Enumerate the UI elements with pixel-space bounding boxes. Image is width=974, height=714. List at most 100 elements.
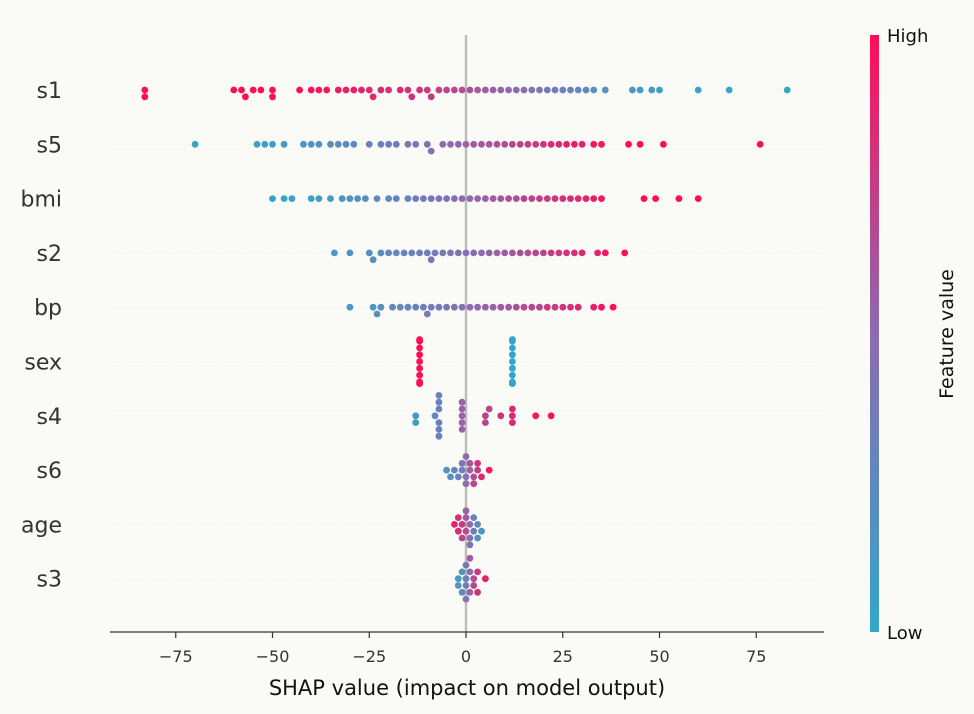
- shap-point-bmi: [590, 195, 598, 203]
- shap-point-s5: [547, 140, 555, 148]
- shap-point-s5: [578, 140, 586, 148]
- shap-point-bmi: [443, 195, 450, 203]
- shap-point-s1: [249, 86, 257, 94]
- shap-point-sex: [509, 351, 516, 359]
- shap-point-bmi: [551, 195, 559, 203]
- shap-point-bmi: [598, 195, 605, 203]
- shap-point-s6: [478, 473, 485, 481]
- shap-point-s1: [474, 86, 481, 94]
- shap-point-sex: [509, 380, 516, 387]
- shap-point-s6: [470, 480, 478, 488]
- beeswarm-points: [141, 86, 791, 603]
- shap-point-s4: [458, 398, 466, 406]
- shap-point-bp: [443, 303, 450, 311]
- shap-point-s3: [466, 588, 474, 596]
- shap-point-bp: [435, 303, 443, 311]
- shap-point-age: [458, 521, 466, 528]
- feature-label-bp: bp: [34, 296, 62, 321]
- shap-point-sex: [416, 344, 423, 352]
- x-tick-label: 75: [746, 647, 766, 666]
- shap-point-s1: [307, 86, 315, 94]
- shap-point-s5: [563, 140, 570, 148]
- shap-point-s4: [509, 405, 516, 413]
- shap-point-bp: [396, 303, 404, 311]
- shap-point-bp: [505, 303, 512, 311]
- shap-point-s2: [462, 249, 470, 257]
- shap-point-s2: [485, 249, 493, 257]
- shap-point-sex: [416, 371, 423, 379]
- shap-point-s2: [509, 249, 516, 257]
- shap-point-s5: [590, 140, 598, 148]
- shap-point-s3: [470, 575, 478, 583]
- shap-point-s4: [485, 405, 493, 413]
- shap-point-s4: [532, 412, 540, 420]
- shap-point-s1: [396, 86, 404, 94]
- shap-point-bmi: [280, 195, 288, 203]
- shap-point-s2: [454, 249, 462, 257]
- shap-point-bmi: [489, 195, 497, 203]
- shap-point-s1: [408, 93, 416, 101]
- shap-point-s5: [427, 147, 435, 155]
- shap-point-bp: [489, 303, 497, 311]
- shap-point-s6: [474, 459, 481, 467]
- shap-point-s2: [377, 249, 385, 257]
- shap-point-s6: [485, 466, 493, 474]
- shap-point-bp: [458, 303, 466, 311]
- shap-point-s1: [269, 86, 276, 94]
- shap-point-s6: [454, 473, 462, 481]
- shap-point-bmi: [420, 195, 427, 203]
- shap-point-s2: [478, 249, 485, 257]
- shap-point-s3: [466, 554, 474, 562]
- shap-point-bp: [466, 303, 474, 311]
- feature-label-sex: sex: [24, 351, 62, 376]
- shap-point-sex: [509, 336, 516, 343]
- shap-point-bmi: [474, 195, 481, 203]
- shap-point-s5: [327, 140, 334, 148]
- shap-point-s1: [365, 86, 373, 94]
- feature-label-s3: s3: [37, 568, 62, 593]
- shap-point-s5: [598, 140, 605, 148]
- shap-point-s2: [524, 249, 532, 257]
- shap-point-s2: [516, 249, 524, 257]
- shap-point-s3: [482, 575, 489, 583]
- shap-point-bmi: [505, 195, 512, 203]
- shap-point-s1: [543, 86, 551, 94]
- shap-point-age: [454, 514, 462, 521]
- shap-point-s5: [269, 140, 276, 148]
- shap-point-s4: [435, 432, 443, 440]
- shap-point-s5: [756, 140, 764, 148]
- shap-point-s3: [466, 568, 474, 576]
- shap-point-s4: [435, 426, 443, 433]
- shap-point-s2: [493, 249, 501, 257]
- shap-point-s2: [571, 249, 578, 257]
- shap-point-s4: [435, 398, 443, 406]
- shap-point-s3: [462, 582, 470, 589]
- shap-point-s5: [540, 140, 547, 148]
- shap-point-s1: [443, 86, 450, 94]
- shap-point-bmi: [482, 195, 489, 203]
- shap-point-s6: [458, 466, 466, 474]
- shap-point-bmi: [404, 195, 412, 203]
- shap-point-s5: [261, 140, 269, 148]
- shap-point-bp: [420, 303, 427, 311]
- shap-point-s3: [454, 575, 462, 583]
- shap-point-s1: [141, 93, 149, 101]
- shap-point-s5: [478, 140, 485, 148]
- shap-point-age: [466, 521, 474, 528]
- shap-point-s3: [474, 588, 481, 596]
- shap-point-s1: [725, 86, 733, 94]
- shap-point-s1: [350, 86, 358, 94]
- shap-point-bmi: [520, 195, 528, 203]
- shap-point-s2: [578, 249, 586, 257]
- shap-point-s6: [470, 473, 478, 481]
- shap-point-s4: [547, 412, 555, 420]
- shap-point-s3: [454, 582, 462, 589]
- shap-point-s1: [296, 86, 303, 94]
- shap-point-s2: [501, 249, 509, 257]
- shap-point-bp: [567, 303, 574, 311]
- shap-point-bp: [423, 310, 431, 318]
- shap-point-s6: [451, 466, 458, 474]
- shap-point-bp: [412, 303, 420, 311]
- shap-point-s5: [191, 140, 199, 148]
- shap-point-s2: [423, 249, 431, 257]
